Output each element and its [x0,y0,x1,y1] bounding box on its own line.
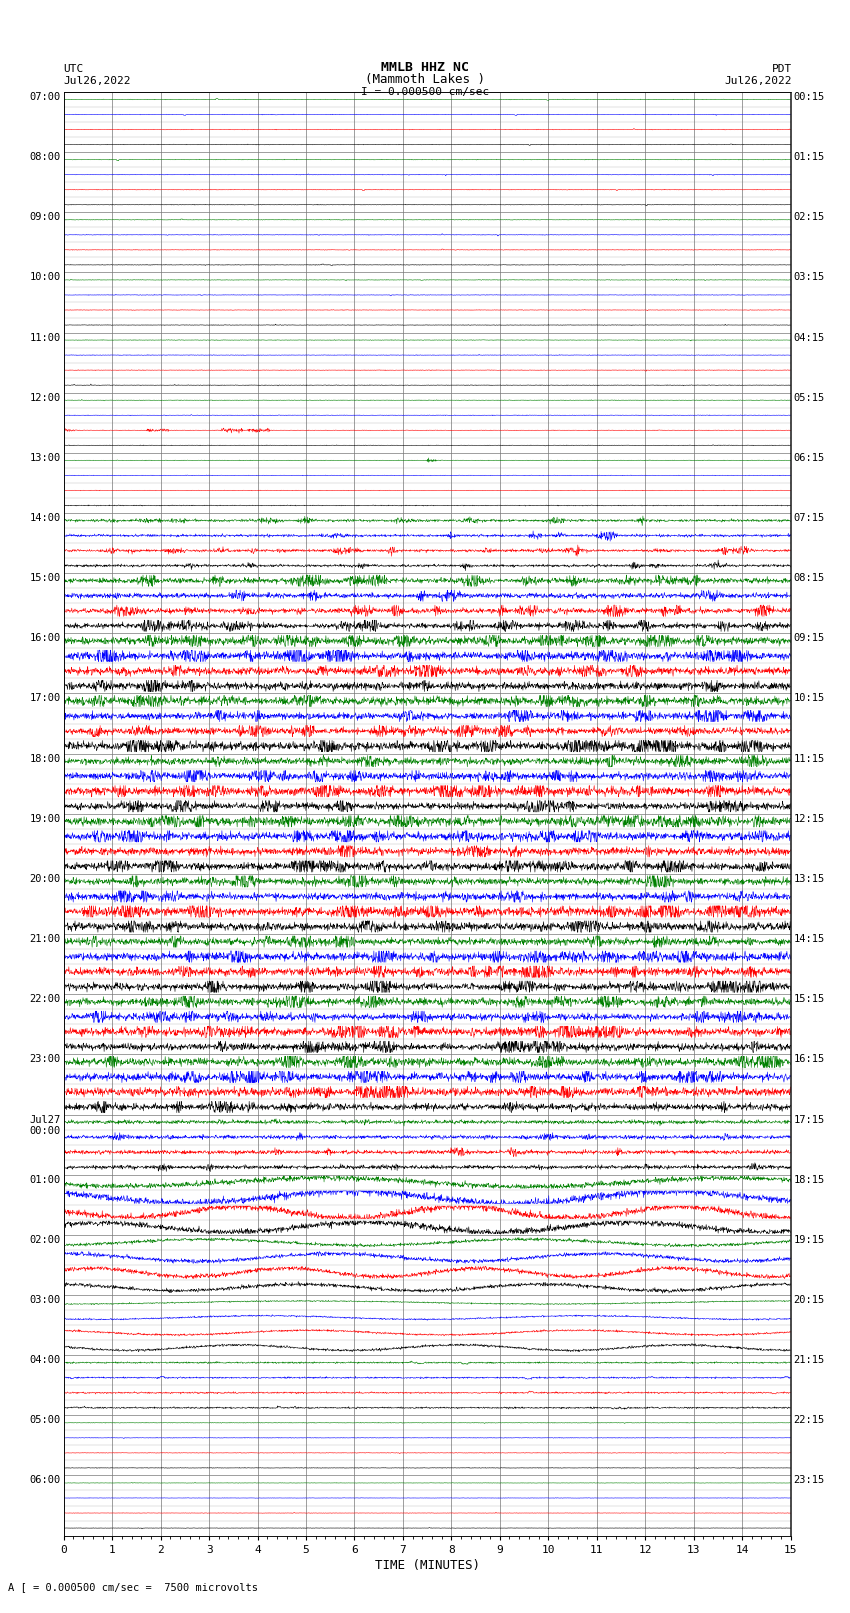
Text: MMLB HHZ NC: MMLB HHZ NC [381,61,469,74]
Text: PDT: PDT [772,63,792,74]
Text: Jul26,2022: Jul26,2022 [725,76,792,85]
X-axis label: TIME (MINUTES): TIME (MINUTES) [375,1558,479,1571]
Text: I = 0.000500 cm/sec: I = 0.000500 cm/sec [361,87,489,97]
Text: Jul26,2022: Jul26,2022 [64,76,131,85]
Text: UTC: UTC [64,63,84,74]
Text: A [ = 0.000500 cm/sec =  7500 microvolts: A [ = 0.000500 cm/sec = 7500 microvolts [8,1582,258,1592]
Text: (Mammoth Lakes ): (Mammoth Lakes ) [365,73,485,87]
